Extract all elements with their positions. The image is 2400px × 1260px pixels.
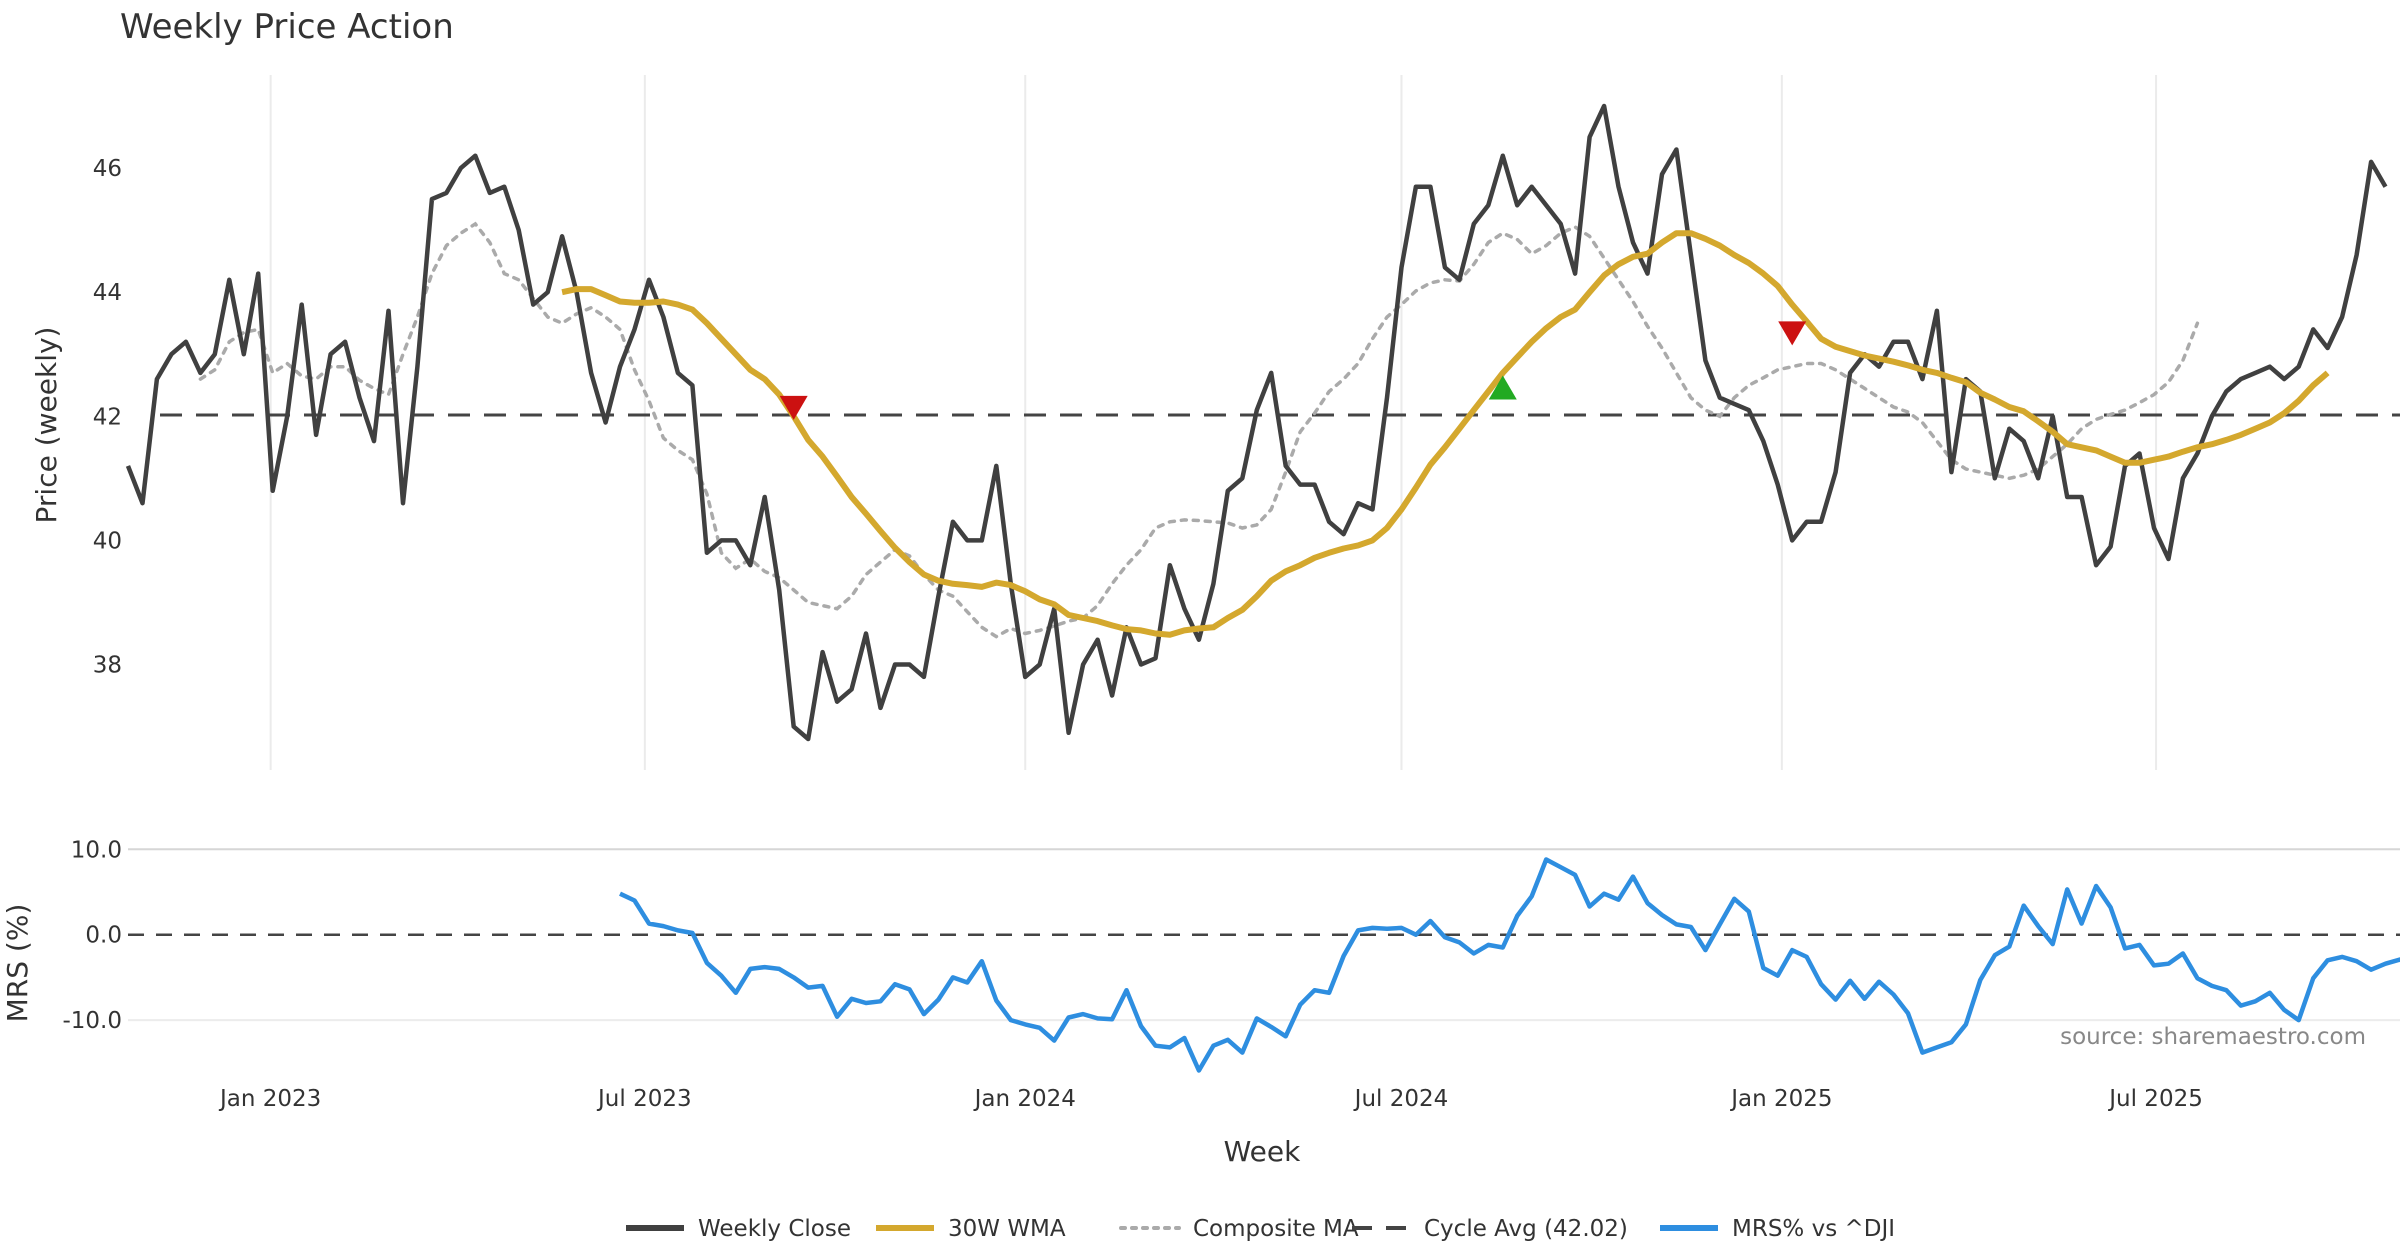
- mrs-y-ticks: 10.0 0.0 -10.0: [62, 837, 2400, 1034]
- mrs-y-tick-label: 10.0: [71, 837, 122, 863]
- sell-signal-marker: [779, 395, 808, 420]
- mrs-panel: 10.0 0.0 -10.0 MRS (%) source: sharemaestr…: [1, 837, 2400, 1073]
- wma-30w-line: [561, 230, 2330, 638]
- price-y-axis-label: Price (weekly): [30, 327, 63, 524]
- x-tick-label: Jan 2024: [973, 1086, 1076, 1112]
- price-y-tick-label: 40: [93, 528, 122, 554]
- chart-title: Weekly Price Action: [120, 7, 454, 47]
- price-y-tick-label: 44: [93, 280, 122, 306]
- sell-signal-marker: [1778, 321, 1807, 346]
- buy-signal-marker: [1488, 375, 1517, 400]
- legend-label: MRS% vs ^DJI: [1732, 1216, 1895, 1242]
- price-y-tick-label: 42: [93, 404, 122, 430]
- price-panel: 38 40 42 44 46 Price (weekly): [30, 103, 2400, 742]
- mrs-y-tick-label: 0.0: [85, 923, 122, 949]
- legend-label: Weekly Close: [698, 1216, 851, 1242]
- mrs-y-axis-label: MRS (%): [1, 904, 34, 1023]
- x-tick-label: Jul 2023: [596, 1086, 692, 1112]
- price-y-ticks: 38 40 42 44 46: [93, 156, 122, 678]
- x-tick-label: Jul 2024: [1353, 1086, 1449, 1112]
- x-axis-ticks: Jan 2023 Jul 2023 Jan 2024 Jul 2024 Jan 2025…: [218, 1086, 2203, 1112]
- composite-ma-line: [198, 221, 2200, 639]
- signal-markers: [779, 321, 1807, 420]
- vertical-gridlines: [269, 75, 2158, 770]
- weekly-close-line: [125, 103, 2388, 742]
- mrs-y-tick-label: -10.0: [62, 1008, 122, 1034]
- legend: Weekly Close 30W WMA Composite MA Cycle Avg…: [626, 1216, 1895, 1242]
- source-note: source: sharemaestro.com: [2060, 1024, 2366, 1050]
- price-y-tick-label: 46: [93, 156, 122, 182]
- x-tick-label: Jan 2023: [218, 1086, 321, 1112]
- legend-label: Composite MA: [1193, 1216, 1359, 1242]
- x-tick-label: Jul 2025: [2107, 1086, 2203, 1112]
- legend-label: 30W WMA: [948, 1216, 1066, 1242]
- legend-label: Cycle Avg (42.02): [1424, 1216, 1628, 1242]
- mrs-line: [619, 857, 2400, 1073]
- price-y-tick-label: 38: [93, 653, 122, 679]
- x-axis-label: Week: [1224, 1135, 1301, 1168]
- x-tick-label: Jan 2025: [1729, 1086, 1832, 1112]
